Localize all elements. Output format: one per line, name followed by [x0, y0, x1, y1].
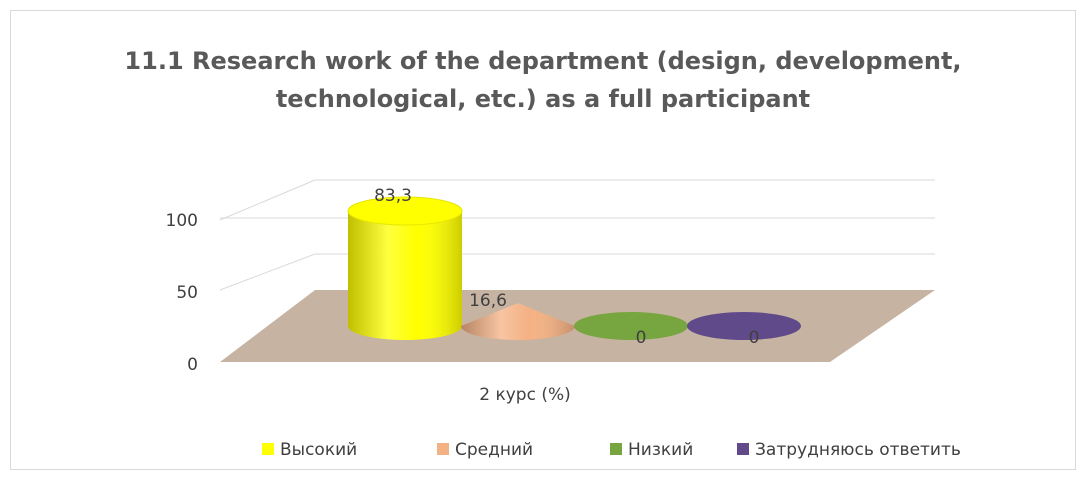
- value-label: 0: [636, 328, 647, 348]
- grid-line: [219, 253, 316, 291]
- wall-side-top: [219, 179, 316, 221]
- cone-shade: [461, 303, 575, 340]
- legend-label: Высокий: [280, 440, 357, 460]
- legend-label: Затрудняюсь ответить: [755, 440, 961, 460]
- y-tick-label: 50: [176, 283, 198, 303]
- cylinder-top: [347, 196, 463, 226]
- chart-border: [10, 10, 1076, 470]
- value-label: 16,6: [469, 291, 507, 311]
- legend-swatch: [437, 443, 449, 455]
- legend-swatch: [262, 443, 274, 455]
- legend-label: Низкий: [628, 440, 693, 460]
- y-tick-label: 0: [187, 355, 198, 375]
- legend-label: Средний: [455, 440, 533, 460]
- legend-swatch: [610, 443, 622, 455]
- chart-title: 11.1 Research work of the department (de…: [124, 47, 961, 113]
- legend-swatch: [737, 443, 749, 455]
- category-label: 2 курс (%): [479, 385, 571, 405]
- value-label: 0: [749, 328, 760, 348]
- value-label: 83,3: [374, 186, 412, 206]
- cylinder-shade: [348, 211, 462, 340]
- y-tick-label: 100: [166, 211, 198, 231]
- disc: [687, 312, 801, 340]
- disc: [574, 312, 688, 340]
